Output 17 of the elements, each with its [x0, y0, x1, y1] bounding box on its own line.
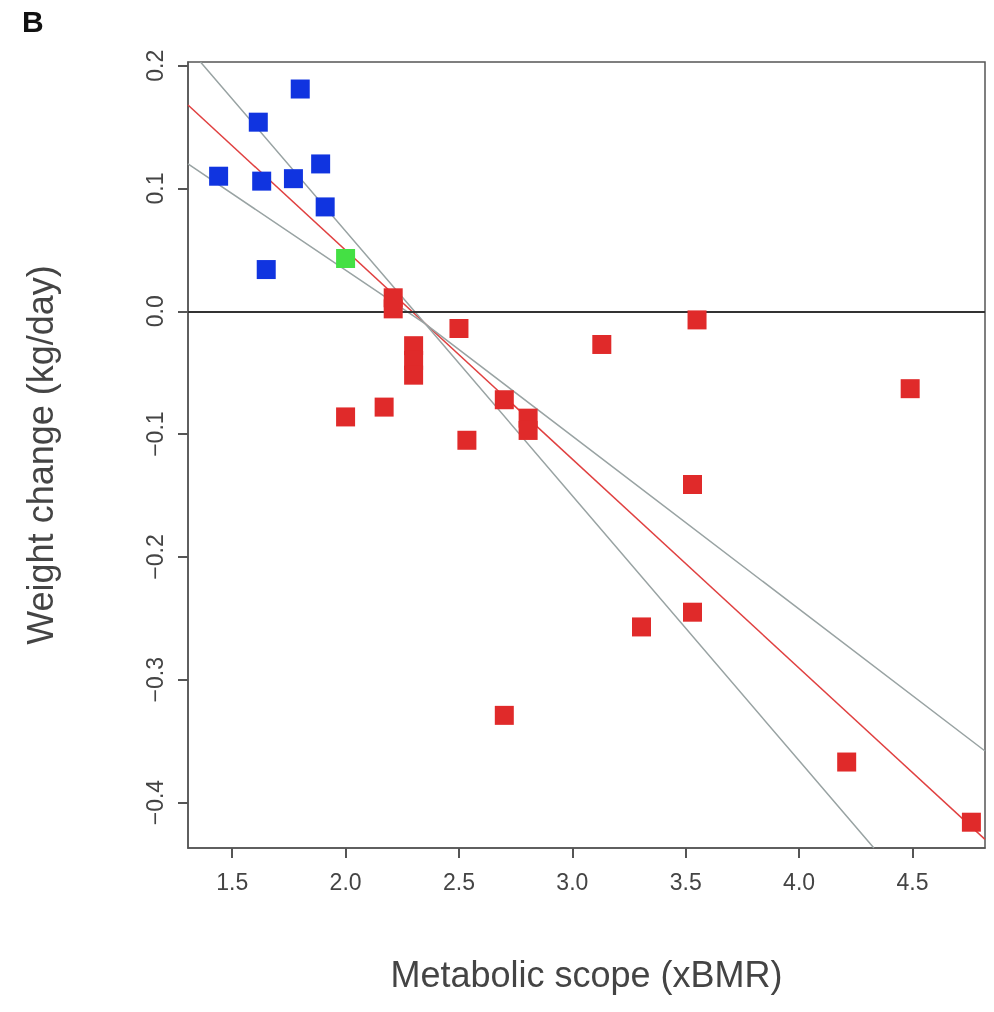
text: B	[22, 4, 44, 38]
y-tick-label: 0.0	[141, 295, 168, 328]
y-tick-label: 0.2	[141, 49, 168, 82]
x-tick-label: 3.0	[556, 868, 589, 895]
y-axis-title: Weight change (kg/day)	[19, 265, 61, 645]
x-tick-label: 1.5	[216, 868, 249, 895]
x-tick-label: 4.0	[783, 868, 816, 895]
x-tick-label: 4.5	[896, 868, 929, 895]
y-tick-label: −0.4	[141, 779, 168, 826]
y-tick-label: −0.3	[141, 657, 168, 703]
y-tick-label: 0.1	[141, 172, 168, 205]
x-axis-title: Metabolic scope (xBMR)	[390, 953, 783, 995]
y-tick-label: −0.1	[141, 411, 168, 457]
x-tick-label: 3.5	[669, 868, 702, 895]
x-tick-label: 2.0	[329, 868, 362, 895]
x-tick-label: 2.5	[442, 868, 475, 895]
y-tick-label: −0.2	[141, 534, 168, 580]
